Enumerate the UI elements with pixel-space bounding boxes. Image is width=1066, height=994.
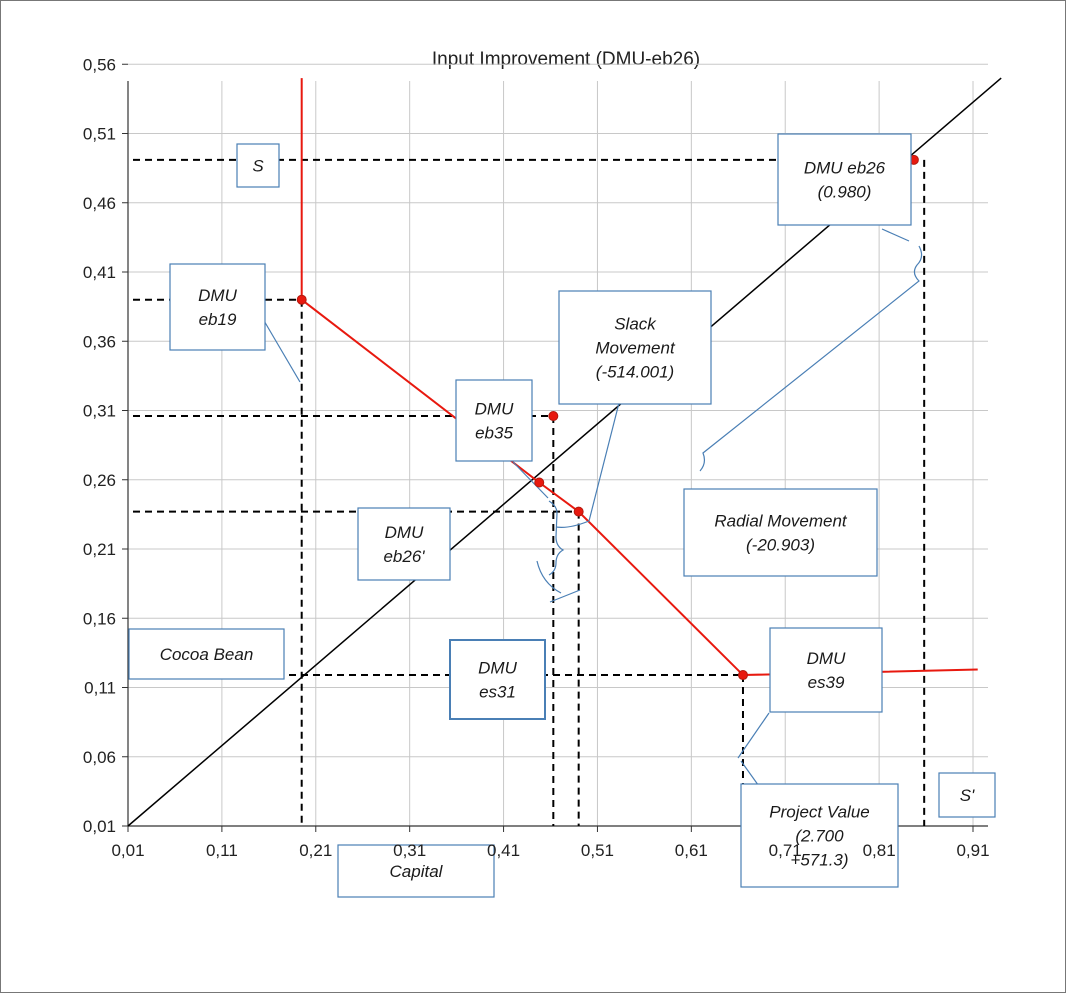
brace-bracket: [548, 500, 565, 576]
annotation-text: Radial Movement: [714, 512, 848, 531]
annotation-box-eb26p: DMU eb26': [357, 507, 451, 581]
dmu-point: [737, 670, 748, 681]
annotation-frame: [740, 783, 899, 888]
annotation-text: (2.700: [795, 827, 844, 846]
annotation-text: Movement: [595, 339, 676, 358]
dmu-point: [573, 506, 584, 517]
chart-title: Input Improvement (DMU-eb26): [432, 49, 700, 70]
annotation-box-eb35: DMU eb35: [455, 379, 533, 462]
y-tick-label: 0,21: [83, 540, 116, 559]
y-tick-label: 0,26: [83, 471, 116, 490]
dmu-point: [534, 477, 545, 488]
y-tick-label: 0,41: [83, 263, 116, 282]
y-tick-label: 0,11: [84, 679, 116, 698]
annotation-text: S: [252, 157, 264, 176]
annotation-text: S': [960, 786, 975, 805]
x-tick-label: 0,91: [956, 841, 989, 860]
dmu-point: [548, 411, 559, 422]
y-tick-label: 0,36: [83, 332, 116, 351]
annotation-frame: [357, 507, 451, 581]
annotation-text: DMU: [198, 286, 237, 305]
annotation-frame: [769, 627, 883, 713]
y-tick-label: 0,46: [83, 194, 116, 213]
y-tick-label: 0,16: [83, 609, 116, 628]
y-tick-label: 0,31: [83, 402, 116, 421]
brace-bracket: [536, 560, 562, 594]
annotation-text: +571.3): [790, 851, 848, 870]
annotation-box-eb19: DMU eb19: [169, 263, 266, 351]
x-tick-label: 0,41: [487, 841, 520, 860]
dmu-point: [296, 294, 307, 305]
annotation-frame: [449, 639, 546, 720]
annotation-frame: [683, 488, 878, 577]
annotation-frame: [337, 844, 495, 898]
annotation-text: (-20.903): [746, 536, 815, 555]
x-tick-label: 0,71: [769, 841, 802, 860]
annotation-frame: [558, 290, 712, 405]
annotation-text: DMU: [385, 523, 424, 542]
annotation-text: eb26': [383, 547, 425, 566]
annotation-frame: [236, 143, 280, 188]
annotation-frame: [777, 133, 912, 226]
brace-bracket: [555, 402, 620, 528]
annotation-box-S: S: [236, 143, 280, 188]
annotation-text: (0.980): [818, 183, 872, 202]
callout-leader: [512, 461, 549, 499]
x-tick-label: 0,11: [206, 841, 238, 860]
annotation-box-radial: Radial Movement (-20.903): [683, 488, 878, 577]
annotation-text: DMU: [475, 400, 514, 419]
callout-leader: [881, 228, 910, 242]
callout-leader: [549, 589, 581, 603]
callout-leader: [737, 712, 770, 759]
x-tick-label: 0,31: [393, 841, 426, 860]
annotation-box-eb26: DMU eb26 (0.980): [777, 133, 912, 226]
y-tick-label: 0,51: [83, 125, 116, 144]
y-tick-label: 0,56: [83, 55, 116, 74]
x-tick-label: 0,51: [581, 841, 614, 860]
annotation-text: DMU eb26: [804, 159, 886, 178]
annotation-frame: [169, 263, 266, 351]
annotation-frame: [938, 772, 996, 818]
annotation-text: DMU: [807, 649, 846, 668]
annotation-frame: [455, 379, 533, 462]
annotation-box-slack: Slack Movement (-514.001): [558, 290, 712, 405]
annotation-text: Project Value: [769, 803, 869, 822]
annotation-text: es39: [808, 673, 845, 692]
y-tick-label: 0,01: [83, 817, 116, 836]
annotation-box-es39: DMU es39: [769, 627, 883, 713]
annotation-box-es31: DMU es31: [449, 639, 546, 720]
annotation-box-proj: Project Value (2.700 +571.3): [740, 783, 899, 888]
annotation-text: DMU: [478, 659, 517, 678]
brace-bracket: [699, 245, 923, 472]
annotation-text: eb19: [199, 310, 237, 329]
annotation-text: (-514.001): [596, 363, 674, 382]
x-tick-label: 0,21: [299, 841, 332, 860]
annotation-frame: [128, 628, 285, 680]
x-tick-label: 0,81: [863, 841, 896, 860]
annotation-box-S2: S': [938, 772, 996, 818]
x-tick-label: 0,61: [675, 841, 708, 860]
annotation-text: eb35: [475, 424, 513, 443]
annotation-text: Cocoa Bean: [160, 645, 254, 664]
callout-leader: [262, 318, 301, 383]
annotation-text: es31: [479, 683, 516, 702]
y-tick-label: 0,06: [83, 748, 116, 767]
annotation-box-cocoa: Cocoa Bean: [128, 628, 285, 680]
x-tick-label: 0,01: [111, 841, 144, 860]
annotation-box-capital: Capital: [337, 844, 495, 898]
annotation-text: Capital: [390, 862, 444, 881]
annotation-text: Slack: [614, 315, 657, 334]
